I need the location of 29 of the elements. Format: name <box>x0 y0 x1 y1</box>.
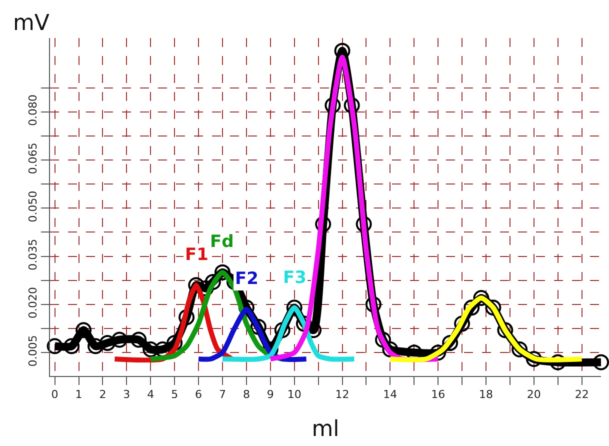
x-tick-label: 4 <box>147 388 154 402</box>
series-label: F3 <box>283 268 306 288</box>
series-label: Fd <box>210 232 234 252</box>
y-tick-label: 0.020 <box>26 287 40 319</box>
x-tick-label: 22 <box>574 388 589 402</box>
x-tick-label: 14 <box>383 388 398 402</box>
y-axis-title: mV <box>13 11 50 36</box>
x-axis-title: ml <box>312 417 340 442</box>
y-tick-label: 0.005 <box>26 335 40 367</box>
x-tick-label: 3 <box>123 388 130 402</box>
y-tick-label: 0.035 <box>26 238 40 270</box>
series-label: F1 <box>185 245 208 265</box>
series-label: F2 <box>235 269 258 289</box>
x-tick-label: 1 <box>75 388 82 402</box>
x-tick-label: 9 <box>266 388 274 402</box>
x-tick-label: 8 <box>242 388 250 402</box>
x-tick-label: 12 <box>335 388 350 402</box>
y-tick-label: 0.050 <box>26 190 40 222</box>
x-tick-label: 18 <box>479 388 494 402</box>
x-tick-label: 20 <box>526 388 541 402</box>
x-tick-label: 10 <box>287 388 302 402</box>
x-tick-label: 16 <box>431 388 446 402</box>
y-tick-label: 0.065 <box>26 142 40 174</box>
x-tick-label: 6 <box>195 388 202 402</box>
x-tick-label: 7 <box>218 388 226 402</box>
x-tick-label: 2 <box>99 388 106 402</box>
x-tick-label: 5 <box>171 388 178 402</box>
y-tick-label: 0.080 <box>26 94 40 126</box>
x-tick-label: 0 <box>51 388 58 402</box>
